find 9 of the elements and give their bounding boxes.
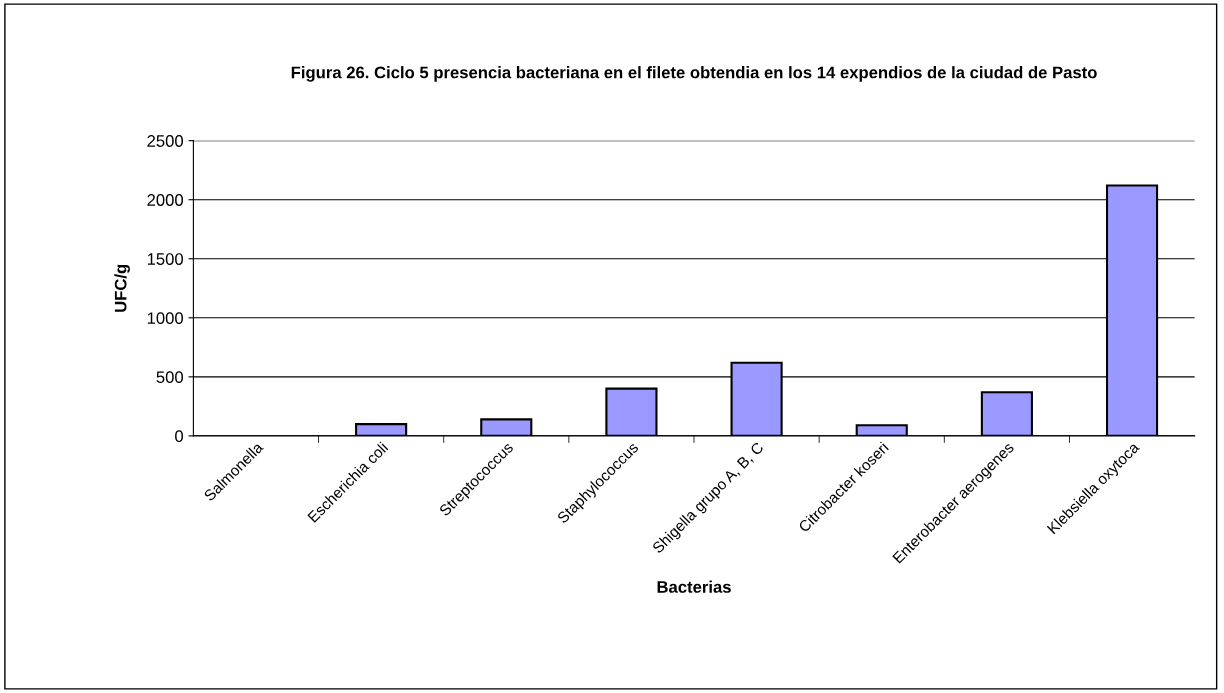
y-tick-label: 2500 xyxy=(147,135,184,147)
chart-title: Figura 26. Ciclo 5 presencia bacteriana en el filete obtendia en los 14 expendios de la ciudad de Pasto xyxy=(291,66,1097,82)
y-tick-label: 0 xyxy=(175,430,184,443)
y-axis-title: UFC/g xyxy=(114,264,130,312)
y-tick-label: 2000 xyxy=(147,194,184,206)
x-axis-title: Bacterias xyxy=(657,580,731,593)
y-tick-label: 1000 xyxy=(147,312,184,325)
y-tick-label: 500 xyxy=(156,371,184,384)
y-tick-label: 1500 xyxy=(147,253,184,265)
